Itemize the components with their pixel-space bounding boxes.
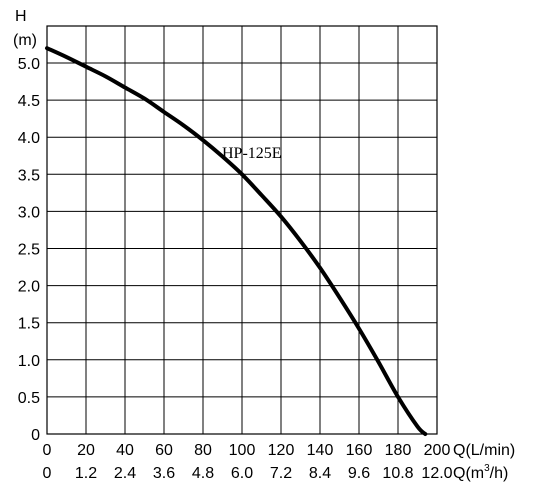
x-secondary-tick-label: 8.4 xyxy=(309,465,331,482)
x-tick-label: 120 xyxy=(268,442,295,459)
y-tick-label: 4.0 xyxy=(18,130,40,147)
x-secondary-tick-label: 0 xyxy=(43,465,52,482)
plot-border xyxy=(46,25,438,435)
x-axis-title-secondary: Q(m3/h) xyxy=(453,463,508,482)
x-tick-label: 200 xyxy=(424,442,451,459)
x-secondary-tick-label: 7.2 xyxy=(270,465,292,482)
x-secondary-tick-label: 3.6 xyxy=(153,465,175,482)
y-tick-label: 3.5 xyxy=(18,167,40,184)
x-axis-title-secondary-prefix: Q(m xyxy=(453,465,484,482)
series-line-hp-125e xyxy=(45,46,428,436)
x-axis-title-secondary-suffix: /h) xyxy=(490,465,509,482)
y-tick-label: 2.5 xyxy=(18,242,40,259)
y-axis-title-symbol: H xyxy=(15,8,27,25)
x-tick-labels: 0 20 40 60 80 100 120 140 160 180 200 xyxy=(43,442,451,459)
x-secondary-tick-label: 10.8 xyxy=(382,465,413,482)
x-tick-label: 160 xyxy=(346,442,373,459)
x-secondary-tick-label: 9.6 xyxy=(348,465,370,482)
y-tick-label: 3.0 xyxy=(18,204,40,221)
x-tick-label: 60 xyxy=(155,442,173,459)
x-tick-label: 140 xyxy=(307,442,334,459)
x-secondary-tick-label: 6.0 xyxy=(231,465,253,482)
x-secondary-tick-label: 4.8 xyxy=(192,465,214,482)
y-tick-label: 0.5 xyxy=(18,390,40,407)
x-tick-label: 80 xyxy=(194,442,212,459)
x-tick-label: 0 xyxy=(43,442,52,459)
x-secondary-tick-label: 1.2 xyxy=(75,465,97,482)
x-tick-label: 180 xyxy=(385,442,412,459)
grid xyxy=(46,26,438,435)
y-tick-label: 2.0 xyxy=(18,279,40,296)
y-axis-title-unit: (m) xyxy=(13,32,37,49)
x-secondary-tick-label: 2.4 xyxy=(114,465,136,482)
x-secondary-tick-labels: 0 1.2 2.4 3.6 4.8 6.0 7.2 8.4 9.6 10.8 12.0 xyxy=(43,465,453,482)
y-tick-label: 1.0 xyxy=(18,353,40,370)
x-tick-label: 100 xyxy=(229,442,256,459)
y-tick-label: 5.0 xyxy=(18,56,40,73)
x-tick-label: 40 xyxy=(116,442,134,459)
y-tick-label: 4.5 xyxy=(18,93,40,110)
x-axis-title-secondary-sup: 3 xyxy=(484,463,490,474)
y-tick-label: 0 xyxy=(31,427,40,444)
y-tick-label: 1.5 xyxy=(18,316,40,333)
x-tick-label: 20 xyxy=(77,442,95,459)
x-axis-title-primary: Q(L/min) xyxy=(453,442,515,459)
y-tick-labels: 0 0.5 1.0 1.5 2.0 2.5 3.0 3.5 4.0 4.5 5.0 xyxy=(18,56,40,444)
x-secondary-tick-label: 12.0 xyxy=(421,465,452,482)
series-label: HP-125E xyxy=(222,145,282,162)
